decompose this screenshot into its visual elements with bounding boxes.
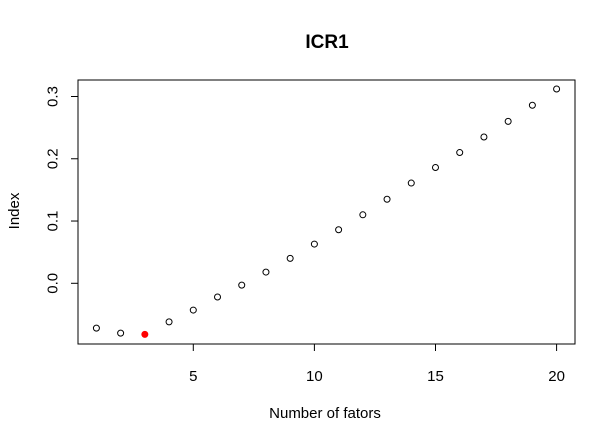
x-tick-label: 15 — [427, 368, 444, 385]
data-point — [238, 281, 246, 289]
data-point — [286, 254, 294, 262]
data-point — [214, 293, 222, 301]
data-point — [528, 101, 536, 109]
x-tick-label: 20 — [548, 368, 565, 385]
data-point — [117, 329, 125, 337]
data-point — [431, 163, 439, 171]
x-axis: 5 10 15 20 — [189, 343, 565, 385]
x-axis-label: Number of fators — [269, 405, 381, 422]
y-axis: 0.0 0.1 0.2 0.3 — [45, 86, 79, 294]
x-tick-label: 10 — [306, 368, 323, 385]
y-tick-label: 0.2 — [45, 148, 62, 169]
plot-frame — [77, 79, 576, 345]
data-point — [504, 117, 512, 125]
data-point — [310, 240, 318, 248]
data-points — [92, 85, 561, 338]
chart-title: ICR1 — [305, 32, 349, 53]
data-point — [359, 211, 367, 219]
highlighted-data-point — [141, 330, 149, 338]
y-tick-label: 0.3 — [45, 86, 62, 107]
data-point — [335, 226, 343, 234]
data-point — [480, 133, 488, 141]
x-tick-label: 5 — [189, 368, 197, 385]
data-point — [456, 149, 464, 157]
data-point — [553, 85, 561, 93]
data-point — [165, 318, 173, 326]
data-point — [383, 195, 391, 203]
y-axis-label: Index — [6, 192, 23, 229]
y-tick-label: 0.1 — [45, 211, 62, 232]
data-point — [407, 179, 415, 187]
data-point — [92, 324, 100, 332]
y-tick-label: 0.0 — [45, 273, 62, 294]
data-point — [189, 306, 197, 314]
data-point — [262, 268, 270, 276]
